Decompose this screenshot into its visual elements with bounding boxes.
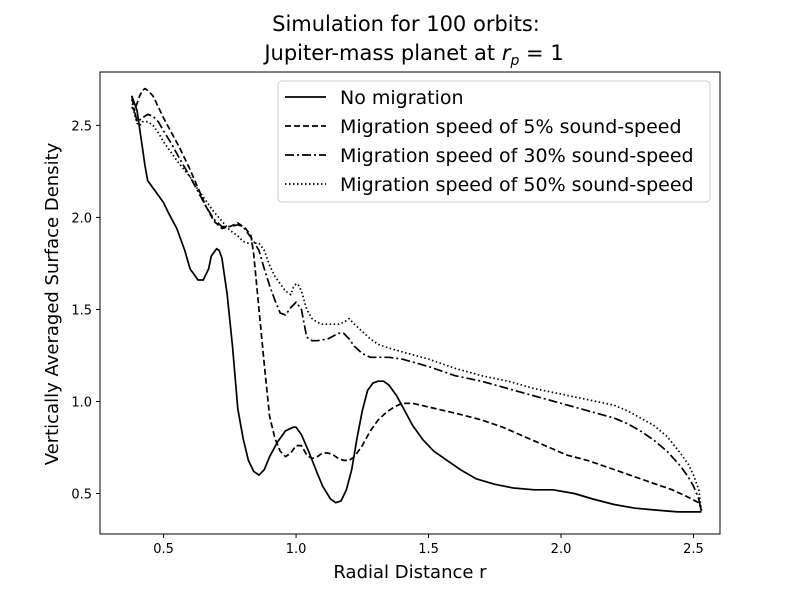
legend: No migration Migration speed of 5% sound-… <box>277 80 711 203</box>
y-tick-label: 1.5 <box>71 303 92 318</box>
series-line-2 <box>131 87 703 511</box>
y-tick-label: 2.5 <box>71 119 92 134</box>
y-axis-label: Vertically Averaged Surface Density <box>42 142 63 465</box>
x-tick-label: 2.0 <box>551 542 572 557</box>
tick-layer: 0.5 1.0 1.5 2.0 2.5 0.5 1.0 1.5 2.0 2.5 <box>71 119 704 557</box>
x-tick-label: 1.5 <box>418 542 439 557</box>
title-suffix: = 1 <box>519 41 563 65</box>
chart-title-line1: Simulation for 100 orbits: <box>272 12 540 36</box>
legend-box <box>277 80 711 203</box>
y-tick-label: 2.0 <box>71 211 92 226</box>
series-layer <box>130 87 703 513</box>
legend-label-2: Migration speed of 5% sound-speed <box>340 116 682 138</box>
x-tick-label: 0.5 <box>153 542 174 557</box>
legend-label-1: No migration <box>340 87 464 109</box>
x-axis-label: Radial Distance r <box>333 562 487 583</box>
series-line-3 <box>130 95 703 513</box>
x-tick-label: 2.5 <box>683 542 704 557</box>
y-tick-label: 0.5 <box>71 488 92 503</box>
legend-label-4: Migration speed of 50% sound-speed <box>340 174 694 196</box>
title-prefix: Jupiter-mass planet at <box>262 41 502 65</box>
y-tick-label: 1.0 <box>71 395 92 410</box>
title-variable: r <box>502 41 512 65</box>
chart-title-line2: Jupiter-mass planet at rp = 1 <box>262 41 563 69</box>
legend-entries: No migration Migration speed of 5% sound-… <box>285 87 694 196</box>
series-line-1 <box>130 95 702 513</box>
x-tick-label: 1.0 <box>286 542 307 557</box>
title-subscript: p <box>509 53 519 69</box>
plot-frame <box>99 71 721 535</box>
legend-label-3: Migration speed of 30% sound-speed <box>340 145 694 167</box>
series-line-4 <box>130 99 703 513</box>
